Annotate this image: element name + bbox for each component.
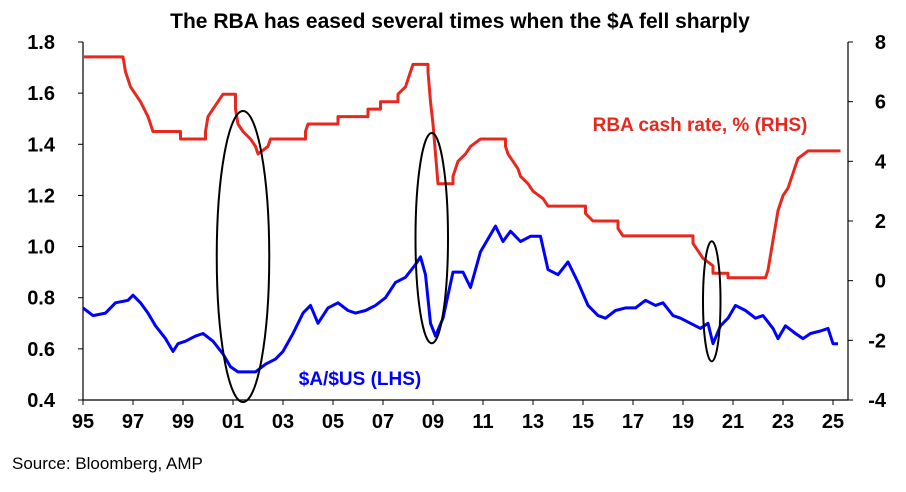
y-left-tick-label: 0.6 [27,339,55,361]
x-tick-label: 25 [822,411,844,433]
y-left-tick-label: 1.6 [27,83,55,105]
y-left-tick-label: 1.2 [27,185,55,207]
x-tick-label: 07 [372,411,394,433]
y-left-tick-label: 1.4 [27,134,56,156]
x-tick-label: 23 [772,411,794,433]
x-tick-label: 95 [72,411,94,433]
y-right-tick-label: 2 [875,211,886,233]
x-tick-label: 05 [322,411,344,433]
source-note: Source: Bloomberg, AMP [12,454,203,473]
x-tick-label: 01 [222,411,244,433]
plot-area: 0.4 0.6 0.8 1.0 1.2 1.4 1.6 1.8 -4 -2 0 2 4 6 8 95 97 99 0… [27,32,887,433]
annotation-ellipse [702,240,722,363]
x-tick-label: 09 [422,411,444,433]
x-tick-label: 11 [472,411,493,433]
x-tick-label: 97 [122,411,144,433]
y-right-tick-label: 8 [875,32,886,54]
chart-title: The RBA has eased several times when the… [170,10,750,33]
y-right-tick-label: 0 [875,271,886,293]
chart: The RBA has eased several times when the… [27,10,887,433]
x-tick-label: 17 [622,411,644,433]
x-tick-label: 15 [572,411,594,433]
y-left-tick-label: 1.8 [27,32,55,54]
x-tick-label: 03 [272,411,294,433]
series-line-cash-rate [83,55,841,280]
annotation-ellipse [414,132,449,345]
series-label-aud: $A/$US (LHS) [299,369,421,390]
y-left-tick-label: 0.4 [27,390,56,412]
y-left-tick-label: 1.0 [27,237,55,259]
series-label-cash-rate: RBA cash rate, % (RHS) [593,115,808,136]
y-left-tick-label: 0.8 [27,288,55,310]
y-right-tick-label: -4 [868,390,887,412]
x-tick-label: 13 [522,411,544,433]
annotation-ellipse [215,110,271,404]
x-tick-label: 19 [672,411,694,433]
y-right-tick-label: 4 [875,151,887,173]
x-tick-label: 99 [172,411,194,433]
x-tick-label: 21 [722,411,744,433]
y-right-tick-label: -2 [868,330,886,352]
series-line-aud [82,224,838,374]
y-right-tick-label: 6 [875,92,886,114]
